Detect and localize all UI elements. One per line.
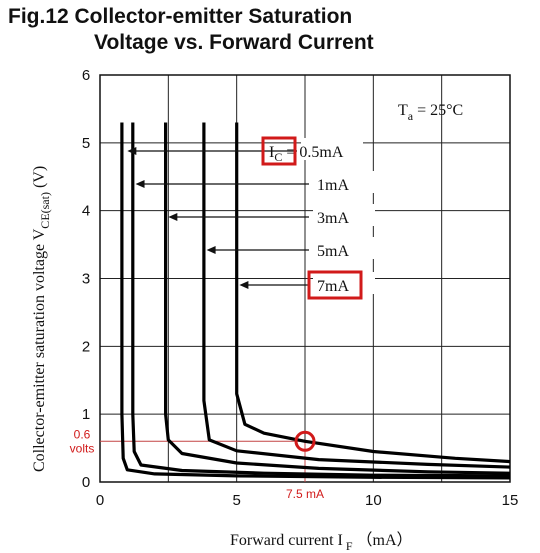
condition-label: Ta = 25°C (398, 102, 463, 123)
condition-label-value: = 25°C (413, 102, 463, 119)
series-label-prefix: I (269, 144, 274, 161)
series-line-1 (131, 122, 511, 478)
series-label-text: IC = 0.5mA (269, 144, 344, 164)
series-label-bg (301, 138, 363, 160)
x-axis-label-unit: （mA） (353, 531, 413, 549)
series-line-3 (202, 122, 511, 469)
series-label-text: 1mA (317, 177, 349, 194)
arrowhead-icon (127, 147, 137, 155)
y-tick-label: 6 (82, 67, 90, 84)
y-marker-label-unit: volts (70, 441, 95, 455)
series-label-value: = 0.5mA (282, 144, 343, 161)
x-tick-label: 15 (502, 492, 519, 509)
x-marker-label: 7.5 mA (286, 487, 324, 501)
arrowhead-icon (135, 180, 145, 188)
highlight-box (261, 136, 297, 166)
y-tick-label: 3 (82, 271, 90, 288)
x-axis-label: Forward current I F （mA） (230, 531, 413, 553)
highlight-box (307, 270, 363, 300)
y-tick-label: 1 (82, 406, 90, 423)
arrowhead-icon (239, 281, 249, 289)
y-marker-label: 0.6 (74, 427, 91, 441)
series-label-bg (313, 237, 375, 259)
y-axis-label: Collector-emitter saturation voltage VCE… (31, 166, 52, 472)
x-tick-label: 5 (232, 492, 240, 509)
highlight-circle (294, 430, 316, 452)
title-line-2: Voltage vs. Forward Current (94, 31, 374, 54)
series-line-2 (164, 122, 511, 475)
series-label-bg (313, 204, 375, 226)
grid-group (99, 74, 511, 483)
x-tick-label: 10 (365, 492, 382, 509)
series-label-text: 3mA (317, 210, 349, 227)
series-label-text: 7mA (317, 278, 349, 295)
condition-label-sub: a (408, 109, 414, 123)
y-tick-label: 2 (82, 338, 90, 355)
series-label-2: 3mA (168, 204, 375, 227)
series-label-1: 1mA (135, 171, 375, 194)
series-label-0: IC = 0.5mA (127, 136, 363, 166)
arrowhead-icon (206, 246, 216, 254)
series-label-4: 7mA (239, 270, 375, 300)
chart-title: Fig.12 Collector-emitter Saturation Volt… (8, 4, 538, 56)
x-tick-label: 0 (96, 492, 104, 509)
series-label-3: 5mA (206, 237, 375, 260)
y-tick-label: 0 (82, 474, 90, 491)
arrowhead-icon (168, 213, 178, 221)
y-tick-label: 5 (82, 135, 90, 152)
y-axis-label-sub: CE(sat) (38, 192, 52, 229)
series-line-4 (235, 122, 511, 464)
series-label-sub: C (274, 150, 282, 164)
y-axis-label-unit: (V) (31, 166, 48, 192)
series-label-bg (313, 171, 375, 193)
title-line-1: Fig.12 Collector-emitter Saturation (8, 5, 353, 28)
series-line-0 (120, 122, 511, 480)
x-axis-label-sub: F (343, 539, 353, 553)
series-label-text: 5mA (317, 243, 349, 260)
y-tick-label: 4 (82, 203, 90, 220)
